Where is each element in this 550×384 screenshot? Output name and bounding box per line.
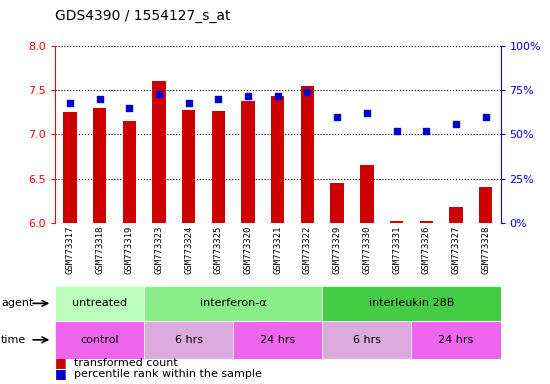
Text: untreated: untreated [72, 298, 127, 308]
Text: 24 hrs: 24 hrs [260, 335, 295, 345]
Bar [449, 207, 463, 223]
Text: ■: ■ [55, 367, 67, 380]
Point [273, 93, 282, 99]
Point [65, 99, 74, 106]
Bar [144, 321, 233, 359]
Bar [411, 321, 500, 359]
Text: 6 hrs: 6 hrs [353, 335, 381, 345]
Bar [55, 321, 144, 359]
Point [244, 93, 252, 99]
Bar [301, 86, 314, 223]
Point [155, 91, 163, 97]
Text: GSM773331: GSM773331 [392, 226, 401, 274]
Text: GSM773327: GSM773327 [452, 226, 460, 274]
Bar [212, 111, 225, 223]
Text: percentile rank within the sample: percentile rank within the sample [74, 369, 262, 379]
Text: GSM773323: GSM773323 [155, 226, 163, 274]
Text: control: control [80, 335, 119, 345]
Point [362, 110, 371, 116]
Text: GDS4390 / 1554127_s_at: GDS4390 / 1554127_s_at [55, 9, 230, 23]
Text: transformed count: transformed count [74, 358, 178, 368]
Text: GSM773320: GSM773320 [244, 226, 252, 274]
Point [303, 89, 312, 95]
Point [481, 114, 490, 120]
Point [95, 96, 104, 102]
Bar [93, 108, 106, 223]
Text: time: time [1, 335, 26, 345]
Text: GSM773325: GSM773325 [214, 226, 223, 274]
Bar [420, 221, 433, 223]
Point [214, 96, 223, 102]
Text: agent: agent [1, 298, 34, 308]
Bar [390, 221, 403, 223]
Bar [360, 165, 373, 223]
Text: 6 hrs: 6 hrs [175, 335, 202, 345]
Text: GSM773326: GSM773326 [422, 226, 431, 274]
Point [422, 128, 431, 134]
Bar [63, 113, 76, 223]
Text: GSM773317: GSM773317 [65, 226, 74, 274]
Point [125, 105, 134, 111]
Bar [331, 183, 344, 223]
Text: 24 hrs: 24 hrs [438, 335, 474, 345]
Point [333, 114, 342, 120]
Text: interleukin 28B: interleukin 28B [368, 298, 454, 308]
Text: interferon-α: interferon-α [200, 298, 267, 308]
Text: GSM773330: GSM773330 [362, 226, 371, 274]
Bar [233, 321, 322, 359]
Text: GSM773324: GSM773324 [184, 226, 193, 274]
Bar [322, 321, 411, 359]
Bar [152, 81, 166, 223]
Bar [479, 187, 492, 223]
Bar [182, 110, 195, 223]
Text: GSM773321: GSM773321 [273, 226, 282, 274]
Text: ■: ■ [55, 356, 67, 369]
Text: GSM773329: GSM773329 [333, 226, 342, 274]
Text: GSM773328: GSM773328 [481, 226, 490, 274]
Bar [144, 286, 322, 321]
Bar [241, 101, 255, 223]
Point [184, 99, 193, 106]
Point [392, 128, 401, 134]
Text: GSM773318: GSM773318 [95, 226, 104, 274]
Bar [55, 286, 144, 321]
Bar [271, 96, 284, 223]
Bar [322, 286, 500, 321]
Text: GSM773319: GSM773319 [125, 226, 134, 274]
Bar [123, 121, 136, 223]
Text: GSM773322: GSM773322 [303, 226, 312, 274]
Point [452, 121, 460, 127]
